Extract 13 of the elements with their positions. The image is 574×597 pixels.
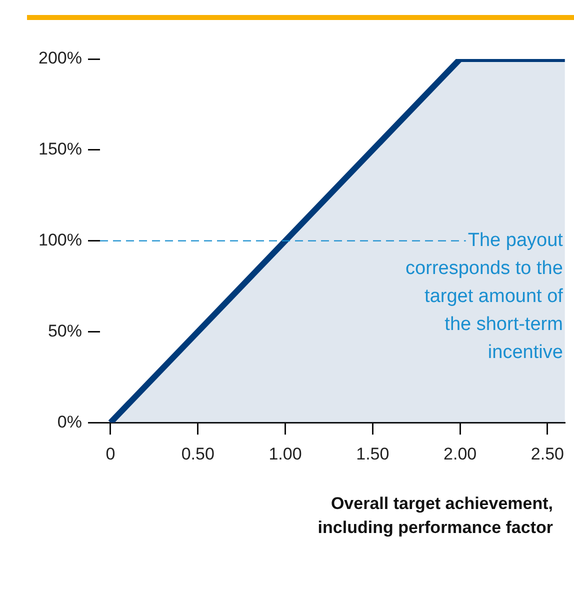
x-tick-label: 1.50 (356, 444, 390, 464)
x-tick-label: 0 (106, 444, 116, 464)
x-tick-label: 0.50 (181, 444, 214, 464)
x-tick-label: 2.00 (444, 444, 477, 464)
y-tick-label: 50% (48, 321, 82, 340)
x-tick-label: 2.50 (530, 444, 564, 464)
y-tick-label: 150% (38, 140, 82, 159)
ref-line-label: The payout corresponds to the target amount of the short-term incentive (406, 230, 564, 364)
y-tick-label: 0% (57, 412, 82, 432)
y-tick-label: 200% (38, 48, 82, 68)
x-tick-label: 1.00 (268, 444, 302, 464)
x-axis-title: Overall target achievement, including performance factor (316, 493, 553, 539)
y-tick-label: 100% (38, 230, 82, 250)
